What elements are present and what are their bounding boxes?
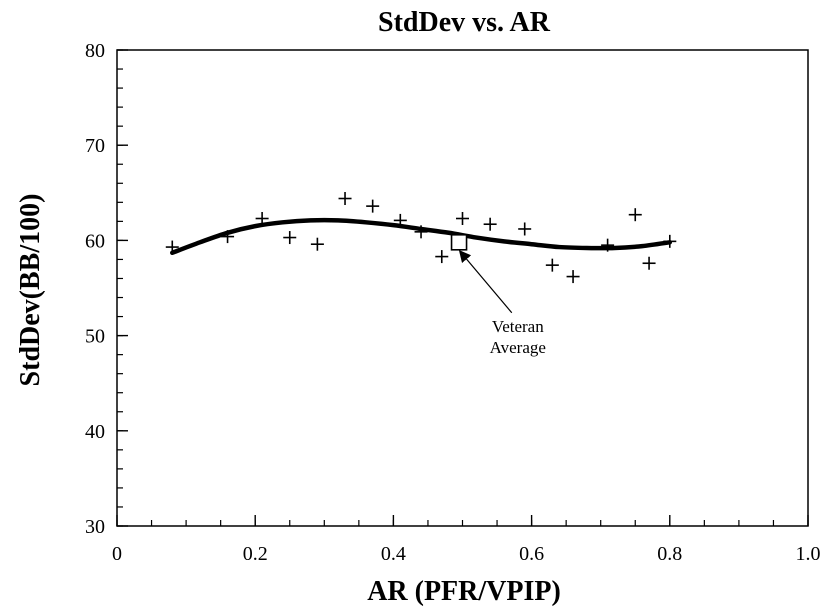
annotation-line: Veteran [492, 317, 544, 336]
data-point-plus [483, 217, 497, 231]
plot-frame [116, 49, 809, 527]
x-axis-label: AR (PFR/VPIP) [367, 576, 561, 607]
trend-line [170, 217, 673, 256]
annotation-text: Veteran Average [490, 317, 546, 357]
data-point-plus [283, 231, 297, 245]
y-tick-label: 80 [85, 40, 105, 62]
y-tick-label: 60 [85, 230, 105, 252]
y-tick-label: 30 [85, 516, 105, 538]
data-point-plus [366, 199, 380, 213]
data-point-plus [518, 222, 532, 236]
x-tick-label: 1.0 [796, 543, 820, 565]
data-point-plus [310, 237, 324, 251]
veteran-average-marker [450, 234, 468, 251]
data-point-plus [566, 270, 580, 284]
x-tick-label: 0 [112, 543, 122, 565]
data-point-plus [628, 208, 642, 222]
y-axis-label: StdDev(BB/100) [15, 194, 46, 387]
y-tick-label: 40 [85, 421, 105, 443]
annotation-line: Average [490, 338, 546, 357]
data-point-plus [435, 250, 449, 264]
data-point-plus [642, 256, 656, 270]
y-tick-label: 50 [85, 326, 105, 348]
x-tick-label: 0.4 [381, 543, 406, 565]
axis-ticks: 0 0.2 0.4 0.6 0.8 1.0 30 40 50 60 70 80 [85, 40, 820, 565]
annotation-arrow [458, 249, 513, 314]
x-tick-label: 0.8 [657, 543, 682, 565]
data-point-plus [456, 212, 469, 226]
x-tick-label: 0.2 [243, 543, 268, 565]
data-marks [165, 192, 677, 284]
annotations: Veteran Average [458, 249, 546, 357]
data-point-plus [545, 258, 559, 272]
chart-title: StdDev vs. AR [378, 7, 551, 38]
data-point-plus [338, 192, 352, 206]
y-tick-label: 70 [85, 135, 105, 157]
x-tick-label: 0.6 [519, 543, 544, 565]
